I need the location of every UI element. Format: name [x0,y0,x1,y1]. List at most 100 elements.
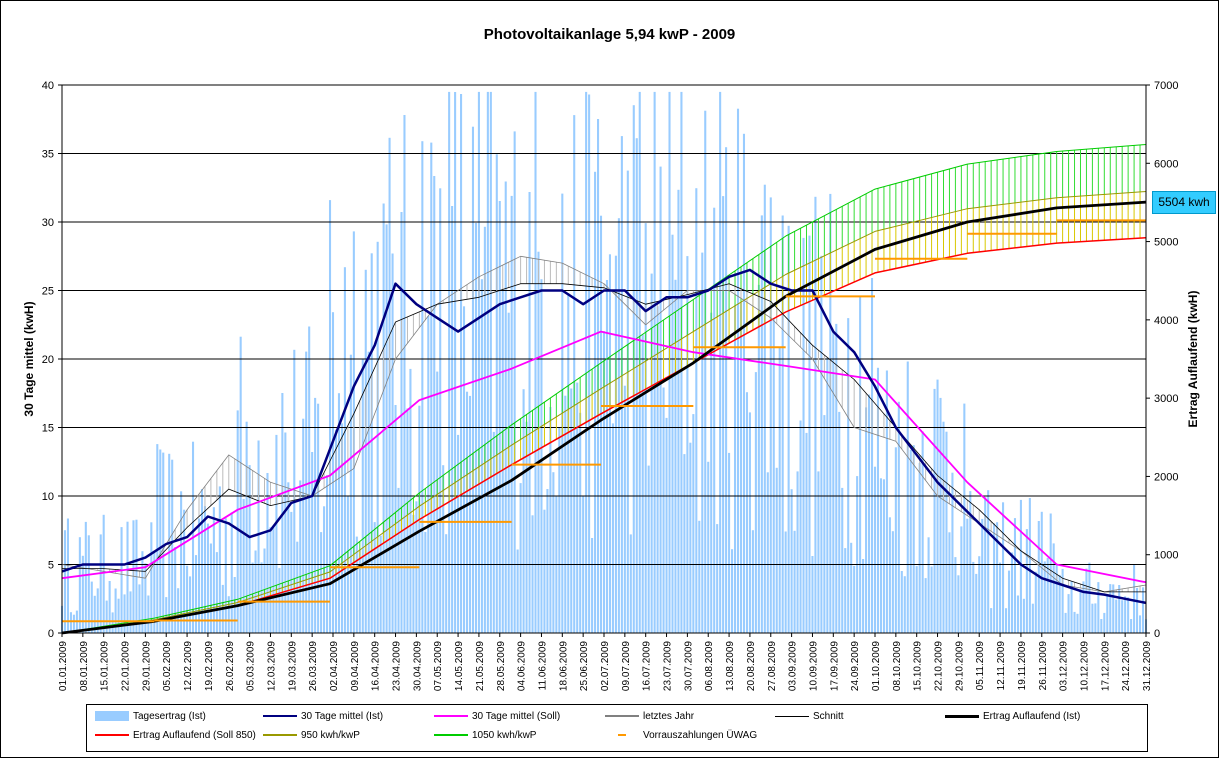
daily-bar [736,108,740,633]
daily-bar [733,305,737,633]
daily-bar [105,600,108,633]
x-tick-label: 30.07.2009 [683,641,694,691]
daily-bar [111,612,114,633]
daily-bar [936,379,939,633]
daily-bar [317,403,320,633]
daily-bar [960,526,963,633]
daily-bar [510,195,513,633]
daily-bar [847,318,850,633]
x-tick-label: 08.10.2009 [892,641,903,691]
series-line-ertrag-auflaufend-ist- [61,200,1147,635]
daily-bar [326,475,329,633]
daily-bar [364,269,367,633]
daily-bar [540,279,543,633]
daily-bar [784,531,787,633]
daily-bar [242,498,245,633]
daily-bar [430,142,433,633]
x-tick-label: 29.01.2009 [141,641,152,691]
series-lines [61,144,1147,635]
daily-bar [808,235,811,633]
daily-bar [891,531,894,633]
daily-bar [972,561,975,633]
x-tick-label: 15.01.2009 [100,641,111,691]
daily-bar [948,532,951,633]
left-axis-label: 30 Tage mittel (kwH) [22,301,36,416]
daily-bar [906,361,909,633]
daily-bar [978,556,981,633]
daily-bar [897,401,900,633]
daily-bar [162,452,165,633]
daily-bar [379,535,382,633]
daily-bar [1031,603,1034,633]
daily-bar [513,131,516,633]
daily-bar [579,412,582,633]
daily-bar [930,566,933,633]
daily-bar [224,518,227,633]
legend-item: Tagesertrag (Ist) [95,709,206,725]
daily-bar [841,487,844,633]
x-tick-label: 07.05.2009 [433,641,444,691]
daily-bar [403,115,406,633]
daily-bar [227,596,230,633]
daily-bar [594,171,597,634]
legend-swatch [263,734,297,737]
daily-bar [522,389,525,633]
daily-bar [1076,613,1079,633]
x-tick-label: 29.10.2009 [954,641,965,691]
series-line-30-tage-mittel-soll- [61,330,1147,584]
daily-bar [189,576,192,633]
daily-bar [1067,594,1070,633]
x-tick-label: 16.07.2009 [642,641,653,691]
daily-bar [1091,603,1094,633]
daily-bar [975,573,978,633]
daily-bar [486,91,489,633]
legend-swatch [95,711,129,722]
daily-bar [829,193,832,633]
daily-bar [954,557,957,633]
daily-bar [99,534,102,633]
daily-bar [629,534,632,633]
daily-bar [421,141,424,633]
chart-title: Photovoltaikanlage 5,94 kwP - 2009 [483,26,736,43]
daily-bar [1046,557,1049,633]
daily-bar [72,614,75,633]
daily-bar [320,532,323,633]
daily-bar [358,549,361,633]
daily-bar [802,237,805,633]
daily-bar [763,184,766,633]
daily-bar [692,414,695,633]
daily-bar [626,170,629,633]
daily-bar [138,584,141,633]
daily-bar [924,578,927,633]
x-tick-label: 17.09.2009 [829,641,840,691]
daily-bar [141,551,144,633]
series-line-letztes-jahr [61,255,1147,593]
daily-bar [1097,582,1100,633]
daily-bar [183,509,186,633]
x-tick-label: 12.02.2009 [183,641,194,691]
left-tick-label: 5 [48,560,54,572]
daily-bar [1112,584,1115,633]
daily-bar [1040,511,1043,633]
daily-bar [558,427,561,633]
daily-bar [1016,595,1019,633]
daily-bar [218,486,221,633]
daily-bar [433,176,436,633]
daily-bar [114,588,117,633]
x-tick-label: 09.04.2009 [350,641,361,691]
daily-bar [1055,564,1058,633]
daily-bar [814,196,817,634]
daily-bar [912,445,915,633]
daily-bar [927,537,930,633]
daily-bar [442,465,445,633]
legend-item: Ertrag Auflaufend (Ist) [945,709,1080,725]
daily-bar [614,255,617,633]
daily-bar [245,421,248,633]
daily-bar [445,534,448,633]
x-tick-label: 22.10.2009 [934,641,945,691]
legend-label: 30 Tage mittel (Soll) [472,711,561,722]
right-tick-label: 6000 [1154,158,1178,170]
daily-bar [1019,499,1022,633]
daily-bar [126,521,129,633]
band-fills [61,144,1147,633]
